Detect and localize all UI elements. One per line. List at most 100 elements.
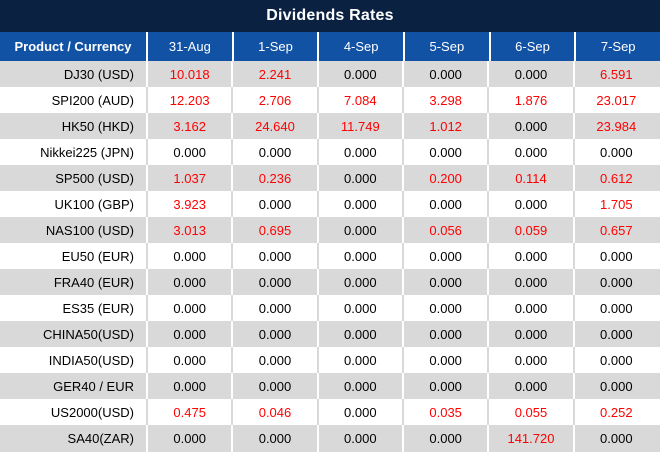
column-header-5-sep: 5-Sep (405, 32, 491, 61)
value-cell: 0.000 (404, 61, 490, 87)
value-cell: 0.000 (148, 139, 234, 165)
value-cell: 0.000 (233, 321, 319, 347)
product-cell: FRA40 (EUR) (0, 269, 148, 295)
value-cell: 0.657 (600, 222, 633, 238)
value-cell: 11.749 (319, 113, 404, 139)
product-cell: SP500 (USD) (0, 165, 148, 191)
value-cell: 0.059 (489, 217, 575, 243)
value-cell: 3.013 (148, 217, 234, 243)
column-header-1-sep: 1-Sep (234, 32, 320, 61)
value-cell: 0.475 (148, 399, 234, 425)
value-cell: 0.000 (319, 243, 404, 269)
product-cell: Nikkei225 (JPN) (0, 139, 148, 165)
value-cell: 0.000 (404, 373, 490, 399)
table-row: SP500 (USD) 1.037 0.236 0.000 0.200 0.114 0.61… (0, 165, 660, 191)
value-cell: 10.018 (148, 61, 234, 87)
table-row: DJ30 (USD) 10.018 2.241 0.000 0.000 0.000 6.59… (0, 61, 660, 87)
value-cell: 0.000 (600, 352, 633, 368)
value-cell: 1.037 (148, 165, 234, 191)
value-cell: 3.298 (404, 87, 490, 113)
value-cell: 0.000 (600, 326, 633, 342)
value-cell: 0.000 (148, 269, 234, 295)
value-cell: 0.000 (319, 269, 404, 295)
value-cell: 1.012 (404, 113, 490, 139)
value-cell: 23.984 (596, 118, 637, 134)
value-cell: 0.000 (404, 269, 490, 295)
value-cell: 7.084 (319, 87, 404, 113)
product-cell: US2000(USD) (0, 399, 148, 425)
table-header-row: Product / Currency 31-Aug 1-Sep 4-Sep 5-Sep 6… (0, 32, 660, 61)
value-cell: 0.000 (233, 139, 319, 165)
column-header-7-sep: 7-Sep (600, 39, 636, 54)
table-row: SPI200 (AUD) 12.203 2.706 7.084 3.298 1.876 23… (0, 87, 660, 113)
product-cell: HK50 (HKD) (0, 113, 148, 139)
value-cell: 12.203 (148, 87, 234, 113)
value-cell: 0.000 (489, 243, 575, 269)
value-cell: 0.000 (404, 243, 490, 269)
table-row: EU50 (EUR) 0.000 0.000 0.000 0.000 0.000 0.000 (0, 243, 660, 269)
value-cell: 0.000 (404, 321, 490, 347)
table-row: INDIA50(USD) 0.000 0.000 0.000 0.000 0.000 0.0… (0, 347, 660, 373)
value-cell: 0.000 (404, 295, 490, 321)
table-row: FRA40 (EUR) 0.000 0.000 0.000 0.000 0.000 0.00… (0, 269, 660, 295)
value-cell: 1.876 (489, 87, 575, 113)
value-cell: 0.000 (233, 191, 319, 217)
product-cell: INDIA50(USD) (0, 347, 148, 373)
value-cell: 0.000 (319, 139, 404, 165)
table-row: US2000(USD) 0.475 0.046 0.000 0.035 0.055 0.25… (0, 399, 660, 425)
value-cell: 0.000 (600, 274, 633, 290)
value-cell: 0.000 (600, 248, 633, 264)
value-cell: 0.000 (319, 217, 404, 243)
value-cell: 6.591 (600, 66, 633, 82)
value-cell: 0.000 (319, 165, 404, 191)
value-cell: 0.000 (319, 399, 404, 425)
table-row: ES35 (EUR) 0.000 0.000 0.000 0.000 0.000 0.000 (0, 295, 660, 321)
value-cell: 0.000 (319, 347, 404, 373)
value-cell: 0.612 (600, 170, 633, 186)
value-cell: 0.046 (233, 399, 319, 425)
value-cell: 0.000 (489, 113, 575, 139)
value-cell: 0.000 (404, 139, 490, 165)
table-row: GER40 / EUR 0.000 0.000 0.000 0.000 0.000 0.00… (0, 373, 660, 399)
value-cell: 0.236 (233, 165, 319, 191)
table-row: CHINA50(USD) 0.000 0.000 0.000 0.000 0.000 0.0… (0, 321, 660, 347)
page-title: Dividends Rates (0, 0, 660, 32)
value-cell: 0.000 (319, 373, 404, 399)
table-row: UK100 (GBP) 3.923 0.000 0.000 0.000 0.000 1.70… (0, 191, 660, 217)
value-cell: 0.000 (233, 347, 319, 373)
value-cell: 0.035 (404, 399, 490, 425)
table-row: Nikkei225 (JPN) 0.000 0.000 0.000 0.000 0.000… (0, 139, 660, 165)
value-cell: 0.000 (148, 425, 234, 452)
value-cell: 1.705 (600, 196, 633, 212)
value-cell: 0.056 (404, 217, 490, 243)
value-cell: 0.000 (489, 61, 575, 87)
product-cell: SPI200 (AUD) (0, 87, 148, 113)
product-cell: ES35 (EUR) (0, 295, 148, 321)
column-header-31-aug: 31-Aug (148, 32, 234, 61)
value-cell: 0.000 (489, 347, 575, 373)
value-cell: 0.000 (600, 431, 633, 446)
value-cell: 0.000 (233, 425, 319, 452)
value-cell: 3.923 (148, 191, 234, 217)
product-cell: EU50 (EUR) (0, 243, 148, 269)
value-cell: 0.000 (489, 373, 575, 399)
value-cell: 0.000 (233, 243, 319, 269)
table-row: SA40(ZAR) 0.000 0.000 0.000 0.000 141.720 0.00… (0, 425, 660, 452)
value-cell: 0.695 (233, 217, 319, 243)
value-cell: 0.000 (404, 425, 490, 452)
product-cell: NAS100 (USD) (0, 217, 148, 243)
value-cell: 0.000 (148, 243, 234, 269)
value-cell: 2.706 (233, 87, 319, 113)
value-cell: 23.017 (596, 92, 637, 108)
value-cell: 0.000 (489, 321, 575, 347)
value-cell: 0.000 (233, 269, 319, 295)
value-cell: 0.000 (489, 269, 575, 295)
value-cell: 0.000 (319, 321, 404, 347)
value-cell: 0.000 (600, 300, 633, 316)
value-cell: 0.000 (489, 295, 575, 321)
value-cell: 0.055 (489, 399, 575, 425)
value-cell: 0.200 (404, 165, 490, 191)
value-cell: 0.000 (233, 295, 319, 321)
product-cell: UK100 (GBP) (0, 191, 148, 217)
